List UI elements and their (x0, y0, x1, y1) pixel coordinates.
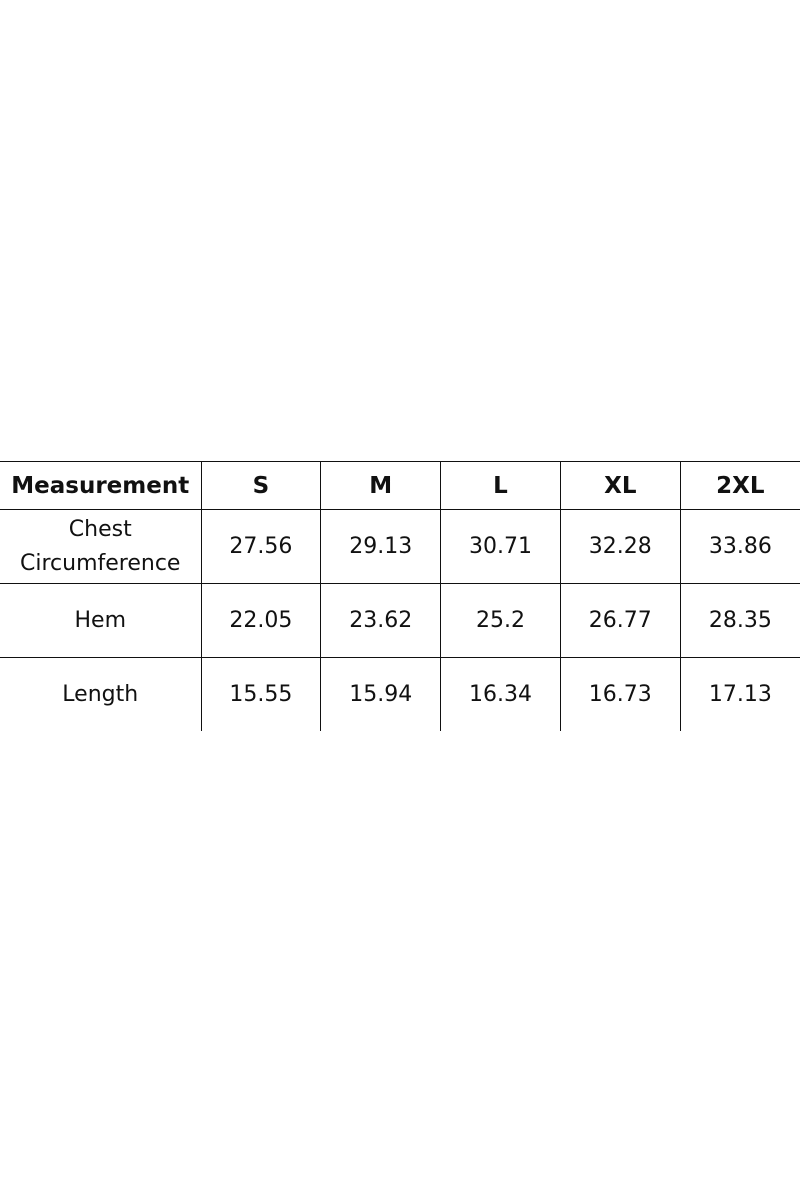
cell: 27.56 (200, 509, 322, 584)
cell: 33.86 (679, 509, 800, 584)
size-table: Measurement S M L XL 2XL Chest Circumference 2… (0, 461, 800, 731)
cell: 16.34 (440, 657, 561, 731)
header-cell: Measurement (0, 461, 202, 510)
header-cell: 2XL (679, 461, 800, 510)
cell: 26.77 (559, 583, 681, 658)
header-row: Measurement S M L XL 2XL (0, 461, 800, 510)
cell: 29.13 (320, 509, 442, 584)
cell: 30.71 (440, 509, 561, 584)
table-row: Hem 22.05 23.62 25.2 26.77 28.35 (0, 583, 800, 658)
cell: 32.28 (559, 509, 681, 584)
cell: 25.2 (440, 583, 561, 658)
table-row: Length 15.55 15.94 16.34 16.73 17.13 (0, 657, 800, 731)
row-label: Length (0, 657, 202, 731)
cell: 15.94 (320, 657, 442, 731)
cell: 22.05 (200, 583, 322, 658)
table-body: Chest Circumference 27.56 29.13 30.71 32.28 3… (0, 509, 800, 731)
header-cell: S (200, 461, 322, 510)
header-cell: M (320, 461, 442, 510)
header-cell: L (440, 461, 561, 510)
table-row: Chest Circumference 27.56 29.13 30.71 32.28 3… (0, 509, 800, 584)
cell: 15.55 (200, 657, 322, 731)
header-cell: XL (559, 461, 681, 510)
cell: 28.35 (679, 583, 800, 658)
row-label: Hem (0, 583, 202, 658)
cell: 16.73 (559, 657, 681, 731)
row-label: Chest Circumference (0, 509, 202, 584)
cell: 23.62 (320, 583, 442, 658)
cell: 17.13 (679, 657, 800, 731)
